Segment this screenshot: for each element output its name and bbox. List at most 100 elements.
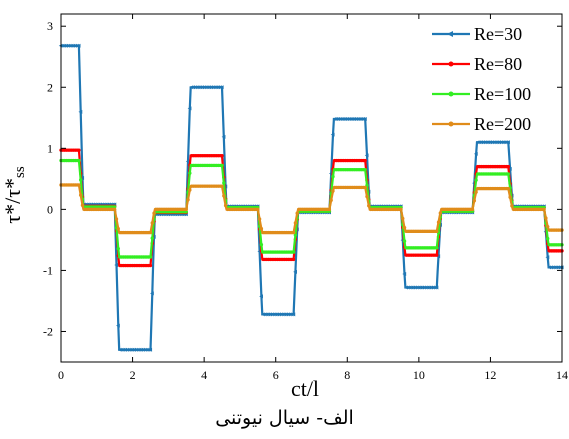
series-point-2: [222, 181, 226, 185]
svg-text:τ*/τ*ss: τ*/τ*ss: [0, 166, 28, 224]
x-tick-label: 6: [273, 368, 279, 382]
series-point-2: [402, 239, 407, 243]
series-point-3: [220, 184, 224, 188]
x-tick-label: 14: [556, 368, 568, 382]
series-point-0: [116, 323, 120, 328]
series-point-0: [402, 271, 407, 276]
x-tick-label: 8: [344, 368, 350, 382]
x-tick-label: 2: [130, 368, 136, 382]
series-point-3: [472, 199, 477, 203]
series-point-3: [435, 229, 439, 234]
series-point-3: [223, 203, 228, 208]
x-axis-label: ct/l: [291, 376, 319, 401]
legend-label-0: Re=30: [474, 24, 522, 44]
y-tick-label: 2: [47, 80, 53, 94]
legend-marker-2: [448, 91, 454, 97]
series-point-3: [291, 230, 296, 235]
series-point-0: [219, 85, 224, 90]
series-point-1: [148, 263, 153, 268]
series-point-3: [363, 185, 367, 190]
legend-marker-3: [448, 121, 454, 127]
series-point-3: [402, 225, 407, 230]
plot-layer: [58, 43, 564, 352]
series-point-1: [291, 257, 296, 262]
series-point-3: [510, 204, 514, 208]
series-point-2: [259, 242, 264, 247]
series-point-2: [545, 236, 550, 241]
series-point-2: [148, 255, 153, 259]
series-point-3: [365, 194, 369, 199]
series-point-3: [222, 194, 226, 198]
series-point-3: [474, 190, 478, 194]
series-point-0: [221, 134, 226, 139]
series-point-3: [186, 198, 190, 202]
series-point-2: [474, 178, 478, 182]
series-point-3: [470, 207, 475, 212]
x-tick-label: 0: [58, 368, 64, 382]
series-point-2: [506, 172, 511, 176]
series-point-0: [259, 294, 263, 299]
legend-label-2: Re=100: [474, 84, 531, 104]
series-point-2: [293, 233, 298, 237]
series-point-1: [506, 164, 511, 169]
series-point-0: [506, 140, 510, 145]
series-point-2: [435, 246, 439, 250]
series-point-0: [473, 151, 478, 156]
series-point-0: [291, 312, 296, 317]
x-tick-label: 10: [413, 368, 425, 382]
series-point-0: [364, 153, 369, 158]
series-point-3: [150, 221, 154, 225]
series-point-2: [331, 174, 335, 179]
y-axis-label: τ*/τ*ss: [0, 166, 28, 224]
legend: Re=30 Re=80 Re=100 Re=200: [432, 24, 531, 134]
series-point-3: [367, 204, 371, 208]
series-point-0: [507, 166, 512, 171]
series-point-2: [112, 205, 117, 209]
series-point-0: [434, 285, 439, 290]
series-point-3: [256, 207, 260, 212]
series-point-2: [78, 178, 83, 182]
series-point-0: [545, 255, 550, 260]
series-point-0: [436, 254, 441, 259]
series-point-2: [363, 167, 367, 172]
y-tick-label: -1: [43, 263, 53, 277]
series-point-3: [148, 230, 153, 235]
series-point-0: [148, 347, 153, 352]
legend-label-3: Re=200: [474, 114, 531, 134]
series-point-3: [114, 217, 119, 221]
series-point-1: [363, 158, 367, 163]
y-axis-label-sub: ss: [12, 166, 28, 178]
y-tick-label: 3: [47, 19, 53, 33]
figure-caption: الف- سیال نیوتنی: [215, 407, 354, 429]
y-axis-label-main: τ*/τ*: [0, 178, 25, 224]
series-point-2: [77, 158, 81, 163]
series-point-2: [150, 236, 154, 240]
series-point-1: [220, 153, 224, 158]
series-point-3: [506, 186, 511, 191]
legend-marker-1: [448, 61, 454, 67]
series-point-3: [542, 207, 546, 212]
series-point-1: [435, 253, 439, 257]
series-point-3: [77, 183, 81, 187]
series-point-0: [293, 269, 297, 274]
series-point-3: [80, 203, 85, 207]
series-point-3: [438, 211, 443, 215]
series-point-3: [116, 227, 120, 231]
series-point-0: [80, 176, 85, 181]
y-tick-label: -2: [43, 324, 53, 338]
series-point-2: [184, 210, 188, 214]
axes-frame: [60, 13, 563, 363]
series-point-0: [187, 106, 192, 111]
series-point-3: [257, 217, 262, 221]
series-point-0: [150, 291, 154, 296]
series-point-3: [436, 220, 441, 224]
series-point-3: [544, 216, 548, 220]
series-point-3: [184, 207, 188, 212]
series-point-2: [220, 163, 224, 168]
series-point-3: [331, 189, 335, 193]
series-point-3: [545, 224, 550, 229]
x-tick-label: 4: [201, 368, 207, 382]
series-point-2: [291, 250, 296, 254]
